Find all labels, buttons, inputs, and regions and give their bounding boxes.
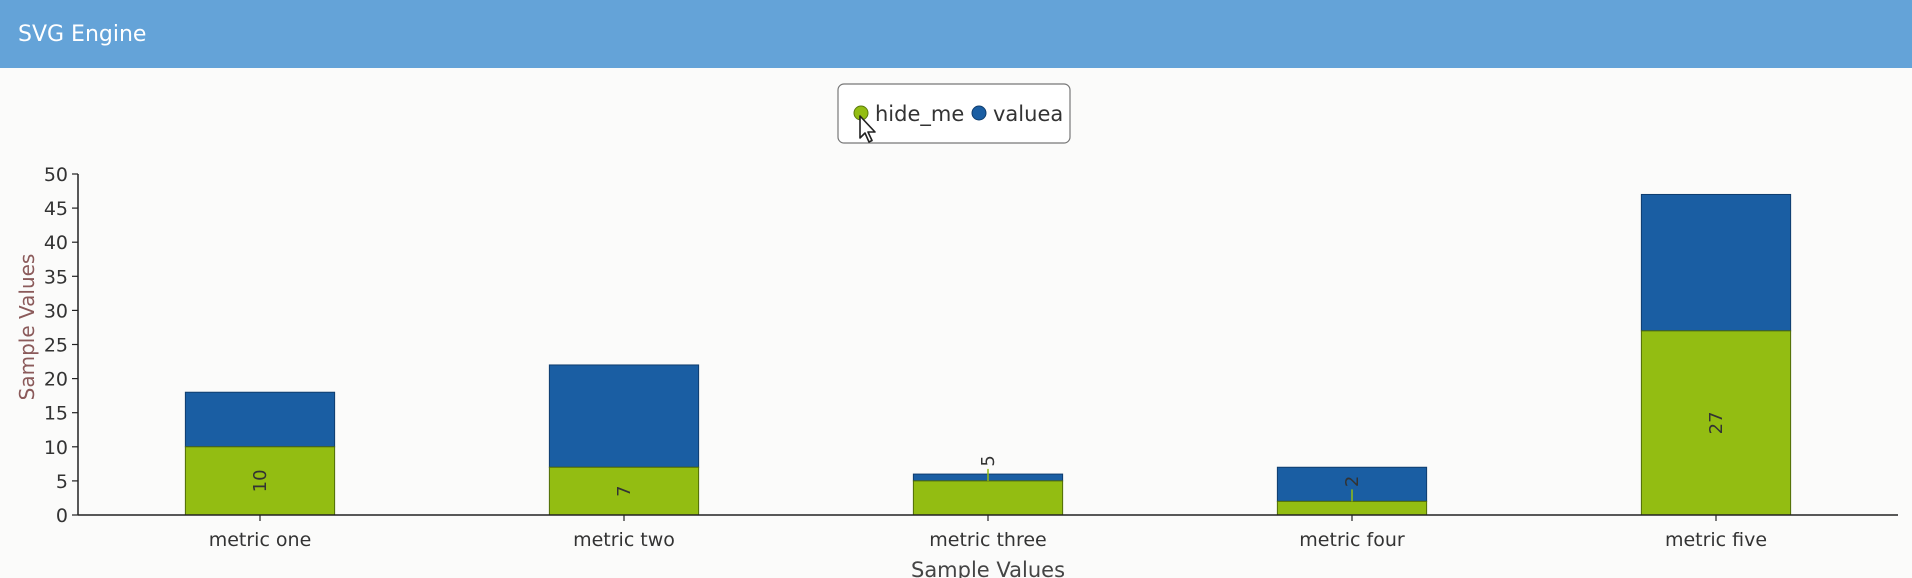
x-tick-label: metric one [209,529,312,551]
y-axis-title: Sample Values [15,254,39,401]
bar-hide-me[interactable] [912,480,1064,516]
x-axis-title: Sample Values [911,558,1065,578]
app-title: SVG Engine [18,22,147,47]
data-label: 10 [250,469,271,492]
legend[interactable]: hide_me valuea [837,83,1071,144]
bars: 10 7 5 2 27 [184,193,1792,516]
x-tick-label: metric five [1665,529,1767,551]
legend-swatch-valuea[interactable] [971,105,987,121]
app-header: SVG Engine [0,0,1912,68]
y-tick-label: 15 [44,403,68,425]
x-axis: metric one metric two metric three metric f… [78,514,1898,551]
y-tick-label: 50 [44,164,68,186]
legend-label-hide-me[interactable]: hide_me [875,102,964,127]
legend-box [837,83,1071,144]
data-label: 2 [1342,476,1363,487]
x-tick-label: metric two [573,529,675,551]
x-tick-label: metric four [1299,529,1405,551]
bar-hide-me[interactable] [1640,330,1792,516]
bar-valuea[interactable] [1640,193,1792,332]
y-tick-label: 35 [44,266,68,288]
y-tick-label: 0 [56,505,68,527]
y-tick-label: 5 [56,471,68,493]
y-tick-label: 25 [44,335,68,357]
data-label: 7 [614,485,635,496]
y-tick-label: 10 [44,437,68,459]
y-tick-label: 40 [44,232,68,254]
y-axis: 0 5 10 15 20 25 30 35 40 45 50 [44,164,79,527]
legend-label-valuea[interactable]: valuea [993,102,1063,126]
bar-valuea[interactable] [548,364,700,468]
bar-hide-me[interactable] [184,446,336,516]
mouse-pointer-icon [859,115,876,143]
y-tick-label: 45 [44,198,68,220]
x-tick-label: metric three [929,529,1047,551]
data-label: 27 [1706,411,1727,434]
bar-hide-me[interactable] [548,466,700,516]
bar-valuea[interactable] [184,391,336,448]
data-label: 5 [978,455,999,466]
y-tick-label: 20 [44,369,68,391]
bar-hide-me[interactable] [1276,500,1428,516]
y-tick-label: 30 [44,300,68,322]
